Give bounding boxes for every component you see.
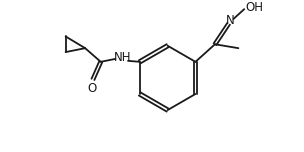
Text: O: O bbox=[87, 82, 97, 95]
Text: N: N bbox=[226, 14, 235, 27]
Text: NH: NH bbox=[113, 51, 131, 64]
Text: OH: OH bbox=[245, 1, 263, 14]
